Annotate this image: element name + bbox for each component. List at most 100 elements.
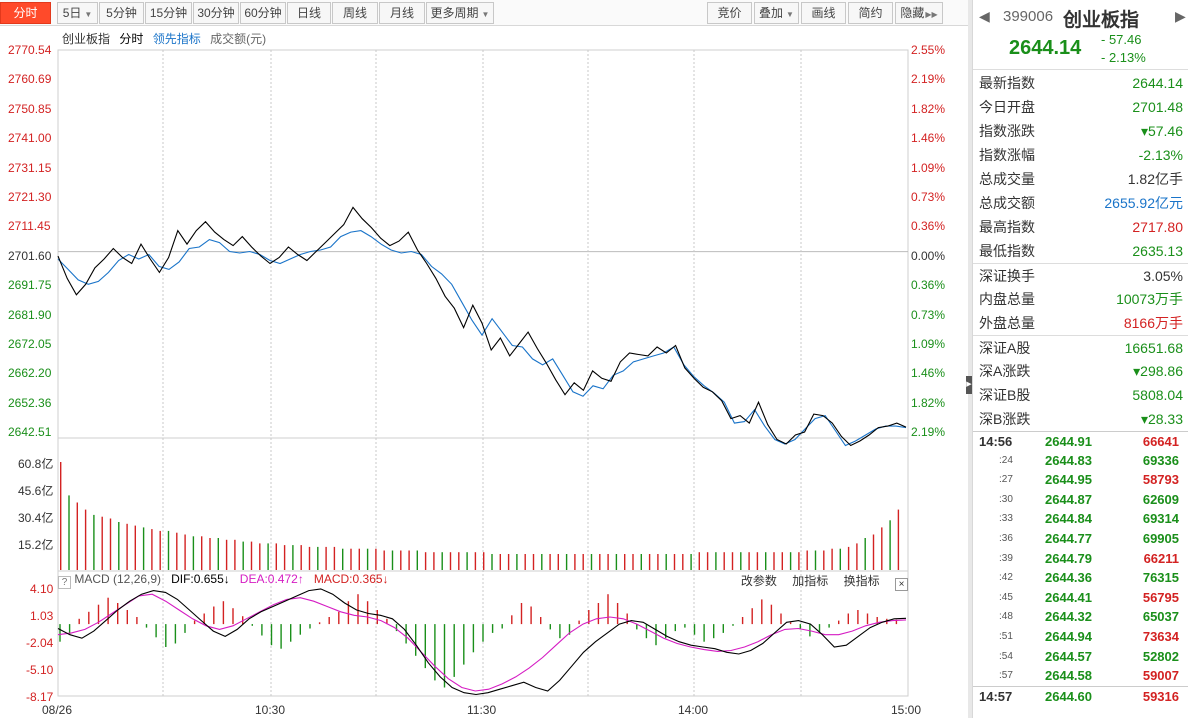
pct-tick-right: 2.19%: [911, 72, 946, 87]
volume-bar-83: [748, 552, 750, 570]
tool-button-4[interactable]: 隐藏▶▶: [895, 2, 943, 24]
period-button-8[interactable]: 月线: [379, 2, 425, 24]
volume-bar-86: [773, 552, 775, 570]
tick-time: :30: [999, 493, 1013, 505]
volume-bar-24: [259, 543, 261, 570]
stat-label: 深A涨跌: [979, 363, 1031, 379]
period-button-1[interactable]: 5日 ▼: [57, 2, 98, 24]
volume-bar-37: [366, 548, 369, 570]
volume-bar-47: [449, 552, 452, 570]
macd-arrow-icon: ↓: [382, 572, 389, 586]
volume-bar-101: [897, 509, 900, 570]
period-toolbar: 分时 5日 ▼ 5分钟 15分钟 30分钟 60分钟 日线 周线 月线 更多周期 ▼ 竞价 叠加 ▼ 画线 简约…: [0, 0, 968, 26]
stat-row: 指数涨幅 -2.13%: [973, 143, 1188, 167]
stat-value: 2655.92亿元: [1104, 195, 1183, 211]
tick-price: 2644.58: [1045, 668, 1092, 684]
price-change: - 57.46: [1101, 32, 1142, 47]
volume-bar-18: [209, 538, 211, 570]
period-button-label: 60分钟: [244, 6, 282, 20]
volume-bar-34: [342, 548, 344, 570]
volume-bar-6: [109, 518, 112, 570]
volume-bar-31: [317, 546, 319, 570]
period-button-9[interactable]: 更多周期 ▼: [426, 2, 494, 24]
tool-button-3[interactable]: 简约: [848, 2, 893, 24]
volume-bar-60: [557, 554, 559, 570]
tick-price: 2644.94: [1045, 628, 1092, 644]
tick-time: :36: [999, 532, 1013, 544]
period-button-3[interactable]: 15分钟: [145, 2, 192, 24]
stat-row: 最高指数 2717.80: [973, 215, 1188, 239]
tick-row: 14:56 2644.91 66641: [973, 431, 1188, 451]
volume-bar-39: [383, 550, 385, 570]
tick-price: 2644.32: [1045, 609, 1092, 625]
volume-bar-78: [706, 552, 709, 570]
chart-canvas[interactable]: [0, 26, 968, 718]
volume-bar-4: [93, 514, 95, 570]
pct-tick-right: 1.09%: [911, 337, 946, 351]
volume-bar-3: [84, 509, 87, 570]
period-button-6[interactable]: 日线: [287, 2, 331, 24]
price-tick-left: 2770.54: [8, 43, 52, 57]
volume-bar-65: [599, 554, 601, 570]
tick-row: :39 2644.79 66211: [973, 549, 1188, 569]
price-tick-left: 2642.51: [8, 425, 52, 440]
help-icon[interactable]: ?: [58, 576, 71, 589]
stat-label: 深B涨跌: [979, 411, 1031, 427]
period-button-0[interactable]: 分时: [0, 2, 51, 24]
stat-row: 总成交额 2655.92亿元: [973, 191, 1188, 215]
volume-bar-43: [416, 550, 418, 570]
volume-bar-81: [731, 552, 734, 570]
volume-bar-36: [358, 548, 360, 570]
volume-bar-67: [615, 554, 618, 570]
volume-bar-96: [856, 543, 858, 570]
macd-actions: 改参数 加指标 换指标 ×: [729, 572, 908, 591]
tick-price: 2644.41: [1045, 589, 1092, 605]
period-button-5[interactable]: 60分钟: [240, 2, 286, 24]
legend-index-name: 创业板指: [62, 32, 111, 46]
price-tick-left: 2662.20: [8, 366, 52, 381]
prev-arrow-icon[interactable]: ◀: [979, 8, 990, 24]
collapse-arrow-icon[interactable]: ▶: [966, 376, 972, 394]
tick-volume: 73634: [1142, 628, 1179, 644]
volume-bar-48: [458, 552, 460, 570]
price-tick-left: 2672.05: [8, 337, 52, 351]
panel-divider[interactable]: [968, 0, 972, 718]
close-icon[interactable]: ×: [895, 578, 908, 591]
intraday-chart[interactable]: 创业板指 分时 领先指标 成交额(元) 2770.54 2760.69 2750.8…: [0, 26, 968, 718]
tick-volume: 59316: [1142, 688, 1179, 704]
tool-button-2[interactable]: 画线: [801, 2, 846, 24]
tick-time: 14:56: [979, 434, 1013, 449]
period-button-label: 30分钟: [197, 6, 235, 20]
tool-button-0[interactable]: 竞价: [707, 2, 752, 24]
price-line: [57, 206, 907, 447]
volume-bar-50: [474, 552, 477, 570]
volume-bar-92: [823, 550, 825, 570]
tick-price: 2644.95: [1045, 472, 1092, 488]
quote-side-panel: ◀ 399006 创业板指 ▶ 2644.14 - 57.46 - 2.13% …: [972, 0, 1188, 718]
volume-bar-63: [582, 554, 584, 570]
period-button-2[interactable]: 5分钟: [99, 2, 144, 24]
period-button-7[interactable]: 周线: [332, 2, 378, 24]
price-tick-left: 2731.15: [8, 160, 52, 175]
tick-volume: 58793: [1142, 472, 1179, 488]
time-tick: 10:30: [255, 703, 286, 717]
volume-bar-7: [118, 522, 120, 570]
change-params-button[interactable]: 改参数: [740, 574, 777, 588]
price-tick-left: 2701.60: [8, 248, 52, 263]
tick-row: :57 2644.58 59007: [973, 666, 1188, 686]
next-arrow-icon[interactable]: ▶: [1175, 8, 1186, 24]
stat-row: 深证A股 16651.68: [973, 335, 1188, 359]
tick-list[interactable]: 14:56 2644.91 66641:24 2644.83 69336:27 2644.…: [973, 431, 1188, 705]
tool-button-1[interactable]: 叠加 ▼: [754, 2, 799, 24]
tick-time: :33: [999, 513, 1013, 525]
tick-price: 2644.83: [1045, 452, 1092, 468]
stat-row: 外盘总量 8166万手: [973, 311, 1188, 335]
period-button-4[interactable]: 30分钟: [193, 2, 239, 24]
add-indicator-button[interactable]: 加指标: [792, 574, 829, 588]
volume-bar-27: [283, 545, 286, 570]
volume-bar-11: [151, 529, 153, 570]
period-button-label: 15分钟: [149, 6, 188, 20]
legend-lead-indicator[interactable]: 领先指标: [152, 32, 201, 46]
macd-title: MACD (12,26,9): [74, 572, 162, 586]
switch-indicator-button[interactable]: 换指标: [843, 574, 880, 588]
